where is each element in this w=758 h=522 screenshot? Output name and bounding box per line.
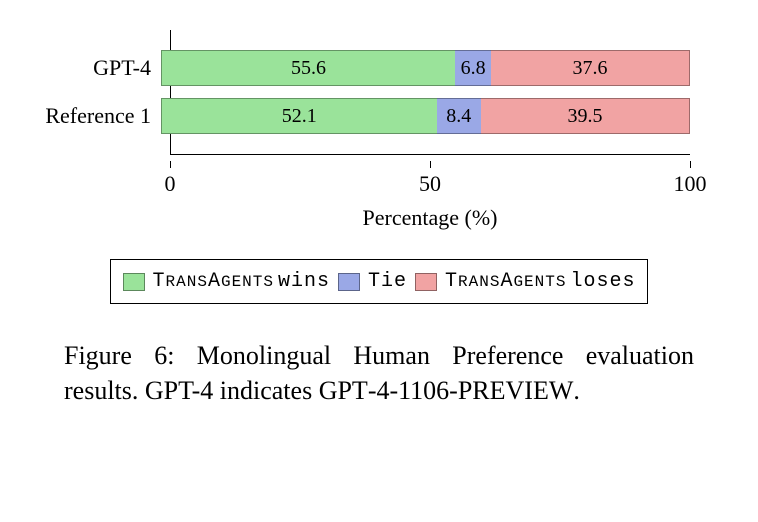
seg-value: 39.5 bbox=[567, 105, 602, 128]
swatch-tie bbox=[338, 273, 360, 291]
x-axis-label: Percentage (%) bbox=[170, 205, 690, 231]
xtick-label: 50 bbox=[419, 171, 441, 197]
seg-value: 8.4 bbox=[446, 105, 471, 128]
seg-value: 6.8 bbox=[461, 57, 486, 80]
seg-loses: 39.5 bbox=[481, 98, 690, 134]
swatch-loses bbox=[415, 273, 437, 291]
seg-value: 52.1 bbox=[282, 105, 317, 128]
legend-item-tie: Tie bbox=[338, 270, 407, 293]
legend-label-tail: wins bbox=[278, 270, 330, 293]
caption-model-rest: -4- bbox=[368, 376, 398, 405]
x-axis: 0 50 100 bbox=[170, 161, 690, 201]
legend: TRANSAGENTS wins Tie TRANSAGENTS loses bbox=[110, 259, 648, 304]
figure-label: Figure 6: bbox=[64, 341, 174, 370]
bar-row: GPT-4 55.6 6.8 37.6 bbox=[171, 50, 690, 86]
seg-wins: 55.6 bbox=[161, 50, 455, 86]
seg-value: 37.6 bbox=[573, 57, 608, 80]
chart-container: GPT-4 55.6 6.8 37.6 Reference 1 52.1 bbox=[170, 30, 690, 231]
legend-label: TRANSAGENTS bbox=[153, 270, 274, 293]
legend-label: TRANSAGENTS bbox=[445, 270, 566, 293]
legend-label: Tie bbox=[368, 270, 407, 293]
bar-track: 52.1 8.4 39.5 bbox=[161, 98, 690, 134]
legend-item-wins: TRANSAGENTS wins bbox=[123, 270, 330, 293]
category-label: Reference 1 bbox=[21, 103, 161, 129]
bar-row: Reference 1 52.1 8.4 39.5 bbox=[171, 98, 690, 134]
caption-model-tail: 1106-PREVIEW bbox=[398, 376, 573, 405]
seg-value: 55.6 bbox=[291, 57, 326, 80]
seg-tie: 8.4 bbox=[437, 98, 481, 134]
xtick-label: 100 bbox=[674, 171, 707, 197]
plot-area: GPT-4 55.6 6.8 37.6 Reference 1 52.1 bbox=[170, 30, 690, 155]
caption-model: GPT bbox=[319, 376, 368, 405]
figure-caption: Figure 6: Monolingual Human Preference e… bbox=[40, 338, 718, 408]
category-label: GPT-4 bbox=[21, 55, 161, 81]
seg-loses: 37.6 bbox=[491, 50, 690, 86]
bar-track: 55.6 6.8 37.6 bbox=[161, 50, 690, 86]
xtick-label: 0 bbox=[165, 171, 176, 197]
caption-tail: . bbox=[573, 376, 580, 405]
swatch-wins bbox=[123, 273, 145, 291]
legend-item-loses: TRANSAGENTS loses bbox=[415, 270, 635, 293]
seg-tie: 6.8 bbox=[455, 50, 491, 86]
seg-wins: 52.1 bbox=[161, 98, 437, 134]
legend-label-tail: loses bbox=[570, 270, 635, 293]
